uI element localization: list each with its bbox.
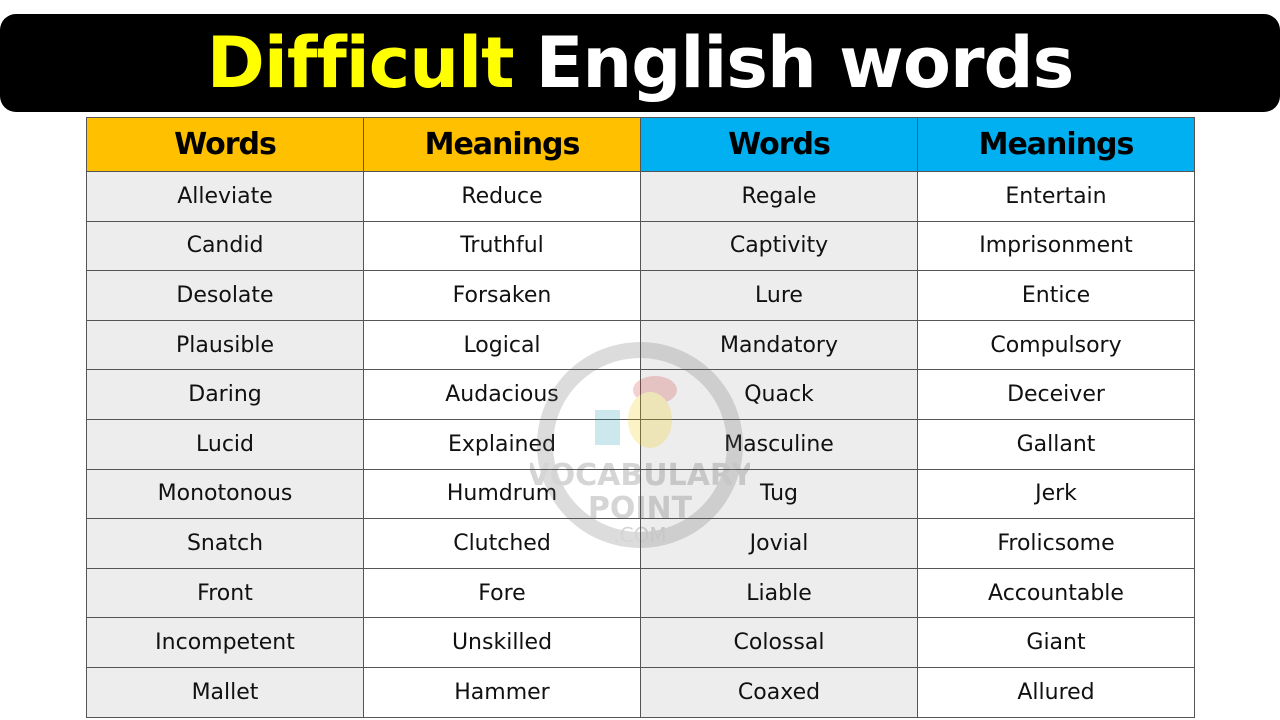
table-row: Front Fore Liable Accountable	[86, 567, 1195, 619]
word-cell: Quack	[640, 369, 918, 420]
table-header-row: Words Meanings Words Meanings	[86, 117, 1195, 172]
meaning-cell: Forsaken	[363, 270, 641, 321]
word-cell: Lucid	[86, 418, 364, 470]
meaning-cell: Entertain	[917, 171, 1195, 222]
table-row: Mallet Hammer Coaxed Allured	[86, 666, 1195, 718]
word-cell: Liable	[640, 567, 918, 619]
word-cell: Regale	[640, 171, 918, 222]
meaning-cell: Accountable	[917, 567, 1195, 619]
meaning-cell: Unskilled	[363, 617, 641, 668]
word-cell: Lure	[640, 270, 918, 321]
meaning-cell: Deceiver	[917, 369, 1195, 420]
word-cell: Plausible	[86, 319, 364, 371]
table-row: Candid Truthful Captivity Imprisonment	[86, 220, 1195, 272]
table-row: Incompetent Unskilled Colossal Giant	[86, 617, 1195, 668]
meaning-cell: Jerk	[917, 468, 1195, 520]
table-row: Snatch Clutched Jovial Frolicsome	[86, 518, 1195, 569]
meaning-cell: Audacious	[363, 369, 641, 420]
word-cell: Desolate	[86, 270, 364, 321]
meaning-cell: Truthful	[363, 220, 641, 272]
word-cell: Mallet	[86, 666, 364, 718]
word-cell: Candid	[86, 220, 364, 272]
word-cell: Monotonous	[86, 468, 364, 520]
word-cell: Daring	[86, 369, 364, 420]
vocabulary-table: Words Meanings Words Meanings Alleviate R…	[86, 117, 1195, 718]
meaning-cell: Explained	[363, 418, 641, 470]
word-cell: Jovial	[640, 518, 918, 569]
word-cell: Incompetent	[86, 617, 364, 668]
meaning-cell: Humdrum	[363, 468, 641, 520]
title-rest: English words	[535, 22, 1075, 104]
word-cell: Captivity	[640, 220, 918, 272]
meaning-cell: Imprisonment	[917, 220, 1195, 272]
word-cell: Snatch	[86, 518, 364, 569]
word-cell: Tug	[640, 468, 918, 520]
meaning-cell: Gallant	[917, 418, 1195, 470]
meaning-cell: Compulsory	[917, 319, 1195, 371]
table-row: Monotonous Humdrum Tug Jerk	[86, 468, 1195, 520]
meaning-cell: Logical	[363, 319, 641, 371]
meaning-cell: Clutched	[363, 518, 641, 569]
meaning-cell: Allured	[917, 666, 1195, 718]
title-highlight: Difficult	[206, 22, 515, 104]
title-banner: Difficult English words	[0, 14, 1280, 112]
header-words: Words	[86, 117, 364, 172]
header-words: Words	[640, 117, 918, 172]
word-cell: Masculine	[640, 418, 918, 470]
word-cell: Front	[86, 567, 364, 619]
table-row: Desolate Forsaken Lure Entice	[86, 270, 1195, 321]
word-cell: Alleviate	[86, 171, 364, 222]
table-row: Daring Audacious Quack Deceiver	[86, 369, 1195, 420]
table-row: Lucid Explained Masculine Gallant	[86, 418, 1195, 470]
meaning-cell: Frolicsome	[917, 518, 1195, 569]
word-cell: Colossal	[640, 617, 918, 668]
meaning-cell: Hammer	[363, 666, 641, 718]
meaning-cell: Giant	[917, 617, 1195, 668]
word-cell: Mandatory	[640, 319, 918, 371]
table-row: Alleviate Reduce Regale Entertain	[86, 171, 1195, 222]
meaning-cell: Fore	[363, 567, 641, 619]
header-meanings: Meanings	[917, 117, 1195, 172]
header-meanings: Meanings	[363, 117, 641, 172]
meaning-cell: Entice	[917, 270, 1195, 321]
meaning-cell: Reduce	[363, 171, 641, 222]
table-row: Plausible Logical Mandatory Compulsory	[86, 319, 1195, 371]
word-cell: Coaxed	[640, 666, 918, 718]
